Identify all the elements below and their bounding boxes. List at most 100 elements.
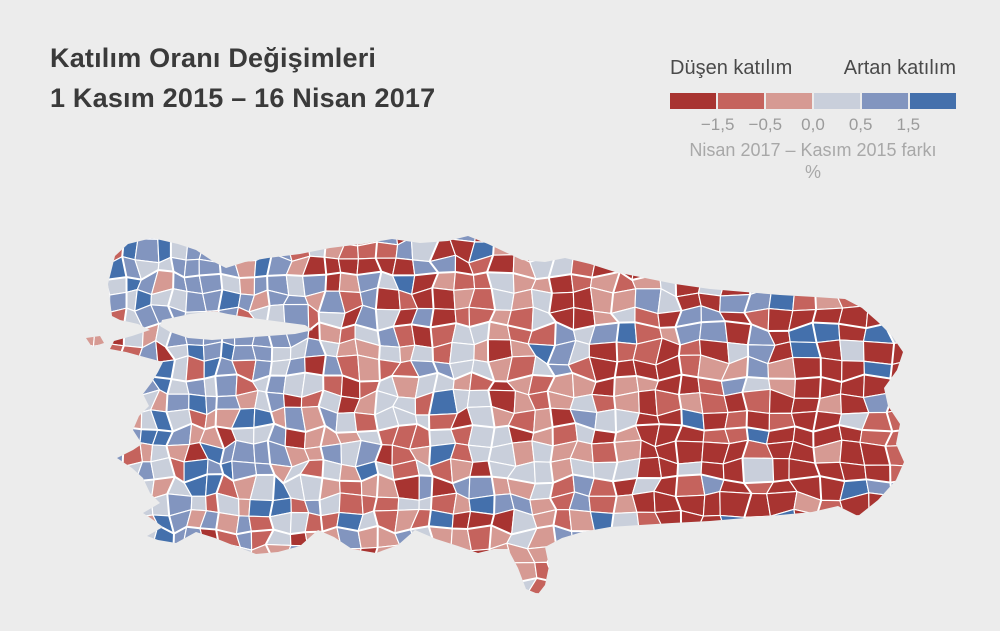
district-cell — [86, 238, 92, 258]
district-cell — [791, 270, 816, 295]
legend-caption-text: Nisan 2017 – Kasım 2015 farkı — [689, 140, 937, 160]
district-cell — [548, 242, 574, 256]
district-cell — [86, 592, 99, 594]
district-cell — [883, 303, 904, 331]
province-border — [372, 236, 383, 594]
district-cell — [284, 593, 306, 594]
district-cell — [471, 562, 495, 584]
district-cell — [390, 563, 416, 584]
district-cell — [417, 599, 431, 615]
district-cell — [655, 238, 683, 258]
district-cell — [137, 236, 160, 240]
district-cell — [268, 575, 291, 594]
district-cell — [910, 254, 939, 274]
district-cell — [122, 544, 140, 567]
legend-tick-label: −0,5 — [748, 115, 783, 134]
district-cell — [86, 425, 99, 449]
legend-label-increasing: Artan katılım — [843, 57, 956, 79]
district-cell — [338, 559, 364, 586]
district-cell — [812, 237, 839, 260]
district-cell — [889, 374, 904, 396]
district-cell — [103, 307, 128, 332]
district-cell — [86, 476, 96, 502]
district-cell — [235, 598, 249, 616]
district-cell — [304, 531, 328, 552]
legend-labels: Düşen katılım Artan katılım — [670, 57, 956, 80]
district-cell — [372, 560, 395, 584]
legend-label-decreasing: Düşen katılım — [670, 57, 793, 79]
district-cell — [792, 287, 817, 312]
district-cell — [449, 236, 478, 243]
district-cell — [282, 575, 306, 594]
district-cell — [772, 457, 790, 483]
legend-tick-label: 0,5 — [848, 115, 873, 134]
district-cell — [767, 236, 793, 245]
district-cell — [793, 508, 819, 528]
district-cell — [300, 599, 328, 614]
district-cell — [885, 580, 904, 594]
district-cell — [357, 597, 380, 614]
district-cell — [135, 361, 159, 378]
title-line-1: Katılım Oranı Değişimleri — [50, 43, 377, 73]
district-cell — [172, 548, 191, 566]
district-cell — [150, 593, 173, 594]
district-cell — [138, 561, 160, 586]
district-cell — [92, 476, 112, 498]
district-cell — [121, 477, 140, 498]
district-cell — [549, 595, 573, 614]
district-cell — [336, 584, 364, 594]
district-cell — [306, 238, 327, 258]
district-cell — [768, 286, 796, 312]
district-cell — [910, 515, 943, 534]
district-cell — [528, 236, 552, 245]
district-cell — [86, 558, 96, 585]
district-cell — [866, 527, 891, 547]
district-cell — [912, 548, 942, 564]
district-cell — [916, 445, 943, 467]
district-cell — [570, 530, 597, 553]
district-cell — [282, 562, 303, 578]
district-cell — [183, 236, 206, 244]
legend-swatch — [717, 93, 765, 109]
district-cell — [87, 592, 114, 594]
district-cell — [120, 426, 142, 449]
district-cell — [300, 545, 328, 568]
district-cell — [469, 599, 494, 614]
district-cell — [86, 325, 96, 347]
district-cell — [631, 253, 662, 281]
district-cell — [726, 257, 752, 273]
legend-swatch — [813, 93, 861, 109]
province-border — [86, 422, 904, 434]
district-cell — [744, 542, 776, 565]
map-title: Katılım Oranı Değişimleri 1 Kasım 2015 –… — [50, 38, 435, 118]
district-cell — [911, 307, 941, 331]
district-cell — [430, 580, 456, 594]
district-cell — [86, 577, 92, 594]
district-cell — [396, 596, 416, 615]
district-cell — [724, 410, 748, 430]
district-cell — [120, 495, 141, 518]
legend-tick-label: −1,5 — [700, 115, 735, 134]
district-cell — [634, 565, 663, 584]
district-cell — [636, 456, 663, 479]
district-cell — [285, 274, 306, 298]
district-cell — [89, 272, 111, 296]
district-cell — [633, 524, 663, 550]
title-line-2: 1 Kasım 2015 – 16 Nisan 2017 — [50, 83, 436, 113]
district-cell — [89, 292, 111, 313]
district-cell — [198, 258, 222, 277]
district-cell — [910, 374, 942, 395]
district-cell — [373, 496, 400, 512]
district-cell — [868, 492, 893, 517]
district-cell — [750, 593, 772, 594]
district-cell — [86, 456, 97, 481]
district-cell — [835, 236, 869, 247]
district-cell — [614, 599, 640, 617]
district-cell — [88, 376, 113, 399]
district-cell — [88, 358, 106, 381]
district-cell — [86, 516, 97, 534]
district-cell — [393, 544, 418, 567]
district-cell — [789, 237, 817, 260]
district-cell — [588, 495, 618, 514]
province-border — [86, 371, 904, 383]
